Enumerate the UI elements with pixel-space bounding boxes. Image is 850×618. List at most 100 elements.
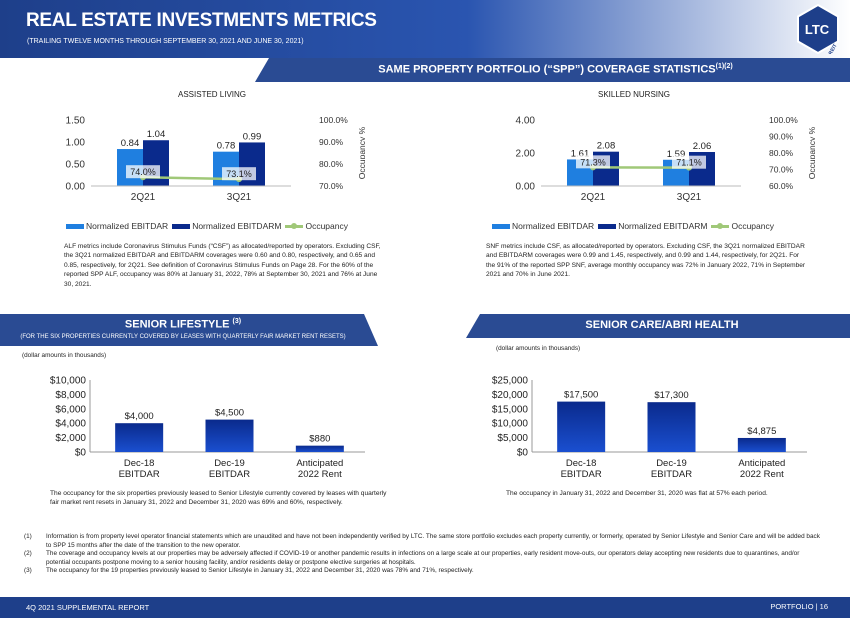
bar-value-label: 1.04 bbox=[147, 129, 166, 140]
y2-tick-label: 60.0% bbox=[769, 181, 794, 191]
y-tick-label: 1.00 bbox=[66, 138, 86, 149]
senior-lifestyle-subtitle: (FOR THE SIX PROPERTIES CURRENTLY COVERE… bbox=[20, 334, 346, 340]
y2-tick-label: 80.0% bbox=[769, 148, 794, 158]
y2-tick-label: 90.0% bbox=[319, 137, 344, 147]
abri-health-dollar-note: (dollar amounts in thousands) bbox=[496, 345, 581, 352]
bar-value-label: 2.06 bbox=[693, 141, 712, 152]
y2-tick-label: 80.0% bbox=[319, 159, 344, 169]
x-tick-label: 2Q21 bbox=[581, 192, 606, 203]
page-header: REAL ESTATE INVESTMENTS METRICS (TRAILIN… bbox=[0, 0, 850, 58]
skilled-nursing-note: SNF metrics include CSF, as allocated/re… bbox=[486, 243, 806, 279]
x-tick-label: Dec-18 bbox=[566, 458, 597, 469]
assisted-living-title: ASSISTED LIVING bbox=[178, 90, 247, 99]
y2-axis-label: Occupancy % bbox=[357, 126, 365, 179]
legend-ebitdarm-swatch bbox=[172, 223, 191, 229]
page-title: REAL ESTATE INVESTMENTS METRICS bbox=[26, 10, 377, 31]
senior-lifestyle-banner: SENIOR LIFESTYLE (3) (FOR THE SIX PROPER… bbox=[0, 314, 378, 346]
footer-page-label: PORTFOLIO | 16 bbox=[770, 602, 828, 611]
footer-report-name: 4Q 2021 SUPPLEMENTAL REPORT bbox=[26, 603, 150, 612]
x-tick-label: 3Q21 bbox=[677, 192, 702, 203]
legend-ebitdar-swatch bbox=[492, 223, 510, 229]
bar-value-label: $17,500 bbox=[564, 390, 598, 401]
legend-ebitdarm-label: Normalized EBITDARM bbox=[192, 221, 282, 231]
y2-tick-label: 70.0% bbox=[319, 181, 344, 191]
x-tick-label: Dec-19 bbox=[656, 458, 687, 469]
assisted-living-chart: 0.00 0.50 1.00 1.50 70.0% 80.0% 90.0% 100.0% Occ… bbox=[66, 115, 365, 203]
occupancy-label-bg bbox=[126, 165, 160, 179]
spp-banner-title: SAME PROPERTY PORTFOLIO (“SPP”) COVERAGE… bbox=[378, 63, 716, 76]
y-tick-label: $20,000 bbox=[492, 390, 529, 401]
logo-sub: REIT bbox=[828, 43, 839, 54]
legend-ebitdar-label: Normalized EBITDAR bbox=[512, 221, 595, 231]
legend-occupancy-swatch bbox=[711, 222, 730, 229]
footnotes: (1) Information is from property level op… bbox=[24, 533, 824, 576]
y-tick-label: 1.50 bbox=[66, 116, 86, 127]
legend-occupancy-label: Occupancy bbox=[305, 221, 348, 231]
x-tick-label: 2022 Rent bbox=[298, 469, 342, 480]
footnote-3: (3) The occupancy for the 19 properties p… bbox=[24, 567, 474, 575]
x-tick-label: Dec-19 bbox=[214, 458, 245, 469]
x-tick-label: Anticipated bbox=[296, 458, 343, 469]
abri-health-banner: SENIOR CARE/ABRI HEALTH bbox=[466, 314, 850, 338]
bar bbox=[737, 437, 786, 452]
bar bbox=[205, 419, 254, 452]
occupancy-label: 74.0% bbox=[130, 167, 156, 177]
skilled-nursing-legend: Normalized EBITDAR Normalized EBITDARM O… bbox=[492, 221, 778, 231]
y-tick-label: $0 bbox=[517, 448, 529, 459]
legend-ebitdarm-label: Normalized EBITDARM bbox=[618, 221, 708, 231]
senior-lifestyle-chart: $0 $2,000 $4,000 $6,000 $8,000 $10,000 $4,000 D… bbox=[50, 376, 365, 480]
x-tick-label: EBITDAR bbox=[119, 469, 160, 480]
ltc-logo: LTC REIT bbox=[797, 4, 839, 54]
bar-value-label: $4,875 bbox=[747, 426, 776, 437]
footnote-1: (1) Information is from property level op… bbox=[24, 533, 820, 549]
bar-value-label: 2.08 bbox=[597, 141, 616, 152]
x-tick-label: Anticipated bbox=[738, 458, 785, 469]
y2-tick-label: 100.0% bbox=[769, 115, 798, 125]
legend-ebitdarm-swatch bbox=[598, 223, 617, 229]
spp-banner: SAME PROPERTY PORTFOLIO (“SPP”) COVERAGE… bbox=[255, 58, 850, 82]
bar bbox=[115, 423, 164, 452]
spp-banner-sup: (1)(2) bbox=[715, 63, 733, 70]
legend-occupancy-swatch bbox=[285, 222, 304, 229]
y-tick-label: $5,000 bbox=[497, 433, 528, 444]
logo-text: LTC bbox=[805, 22, 830, 37]
y-tick-label: $10,000 bbox=[492, 419, 529, 430]
x-tick-label: 2Q21 bbox=[131, 192, 156, 203]
y-tick-label: 0.00 bbox=[66, 182, 86, 193]
y2-tick-label: 100.0% bbox=[319, 115, 348, 125]
y-tick-label: $6,000 bbox=[55, 404, 86, 415]
y-tick-label: 2.00 bbox=[516, 149, 536, 160]
occupancy-label-bg bbox=[576, 155, 610, 169]
abri-health-note: The occupancy in January 31, 2022 and De… bbox=[506, 490, 768, 497]
x-tick-label: EBITDAR bbox=[561, 469, 602, 480]
bar bbox=[557, 401, 606, 452]
occupancy-label: 71.3% bbox=[580, 157, 606, 167]
senior-lifestyle-note: The occupancy for the six properties pre… bbox=[50, 490, 387, 507]
y-tick-label: $10,000 bbox=[50, 376, 87, 387]
legend-ebitdar-swatch bbox=[66, 223, 84, 229]
bar-value-label: 1.59 bbox=[667, 149, 686, 160]
y2-axis-label: Occupancy % bbox=[807, 126, 815, 179]
y2-tick-label: 70.0% bbox=[769, 165, 794, 175]
page-footer: 4Q 2021 SUPPLEMENTAL REPORT PORTFOLIO | … bbox=[0, 597, 850, 618]
y-tick-label: 0.00 bbox=[516, 182, 536, 193]
ebitdarm-bar bbox=[143, 140, 169, 186]
y-tick-label: 0.50 bbox=[66, 160, 86, 171]
bar-value-label: $4,500 bbox=[215, 408, 244, 419]
bar-value-label: $880 bbox=[309, 434, 330, 445]
bar-value-label: 0.99 bbox=[243, 131, 262, 142]
y-tick-label: $8,000 bbox=[55, 390, 86, 401]
y-tick-label: $2,000 bbox=[55, 433, 86, 444]
bar-value-label: $4,000 bbox=[125, 411, 154, 422]
assisted-living-legend: Normalized EBITDAR Normalized EBITDARM O… bbox=[66, 221, 352, 231]
occupancy-label: 73.1% bbox=[226, 169, 252, 179]
x-tick-label: EBITDAR bbox=[209, 469, 250, 480]
page-subtitle: (TRAILING TWELVE MONTHS THROUGH SEPTEMBE… bbox=[27, 38, 304, 45]
y-tick-label: $4,000 bbox=[55, 419, 86, 430]
occupancy-label-bg bbox=[222, 167, 256, 181]
x-tick-label: 2022 Rent bbox=[740, 469, 784, 480]
assisted-living-note: ALF metrics include Coronavirus Stimulus… bbox=[64, 243, 381, 288]
x-tick-label: 3Q21 bbox=[227, 192, 252, 203]
occupancy-label: 71.1% bbox=[676, 158, 702, 168]
y2-tick-label: 90.0% bbox=[769, 132, 794, 142]
